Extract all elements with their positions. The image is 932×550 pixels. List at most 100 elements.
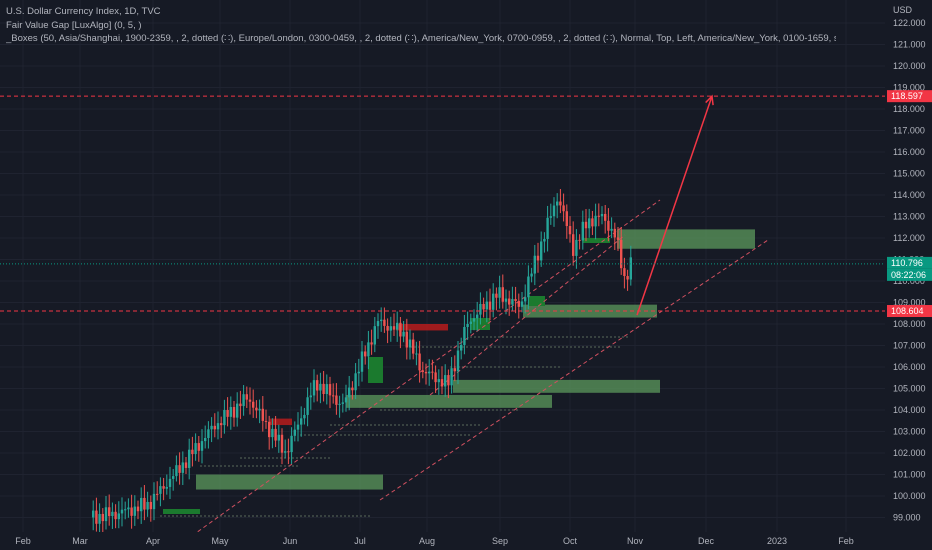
price-tick-label: 101.000 [893, 470, 926, 480]
candle-body [200, 441, 204, 451]
candle-body [623, 268, 626, 277]
price-tick-label: 108.000 [893, 319, 926, 329]
candle-body [261, 408, 264, 421]
candle-body [258, 408, 261, 411]
candle-body [482, 303, 485, 310]
candle-body [530, 273, 533, 277]
candle-body [127, 507, 130, 510]
candle-body [280, 434, 284, 453]
price-tick-label: 115.000 [893, 169, 925, 179]
price-tick-label: 109.000 [893, 298, 926, 308]
time-tick-label: Oct [563, 536, 578, 546]
candle-body [421, 370, 424, 372]
candle-body [136, 506, 140, 512]
time-tick-label: Aug [419, 536, 435, 546]
candle-body [616, 237, 620, 240]
candle-body [476, 314, 479, 319]
candle-body [565, 211, 568, 227]
price-tag-bg [887, 90, 932, 103]
price-tick-label: 116.000 [893, 147, 925, 157]
candle-body [143, 497, 146, 510]
candle-body [172, 476, 175, 479]
candle-body [386, 325, 389, 331]
candle-body [405, 331, 408, 348]
indicator-fvg[interactable]: Fair Value Gap [LuxAlgo] (0, 5, ) [6, 19, 142, 31]
fvg-bullish-zone [453, 379, 660, 393]
candle-body [604, 213, 607, 221]
candle-body [559, 201, 562, 206]
candle-body [594, 215, 597, 227]
candle-body [450, 368, 453, 386]
candle-body [328, 384, 332, 396]
indicator-boxes[interactable]: _Boxes (50, Asia/Shanghai, 1900-2359, , … [6, 33, 836, 44]
candle-body [303, 414, 306, 419]
candle-body [316, 380, 319, 391]
horizontal-levels [0, 95, 885, 312]
candle-body [194, 443, 197, 455]
time-axis[interactable]: Feb Mar Apr May Jun Jul Aug Sep Oct Nov Dec 2023 Feb [15, 536, 854, 546]
candle-body [140, 497, 143, 512]
candle-body [575, 239, 578, 256]
price-tag-label: 110.796 [891, 258, 923, 268]
time-tick-label: Dec [698, 536, 715, 546]
candle-body [408, 339, 412, 348]
candle-body [197, 443, 200, 451]
candle-body [456, 350, 460, 372]
symbol-title[interactable]: U.S. Dollar Currency Index, 1D, TVC [6, 6, 161, 17]
candle-body [341, 402, 344, 404]
candle-body [578, 239, 581, 241]
candle-body [300, 418, 303, 425]
candle-body [588, 218, 591, 229]
candle-body [264, 420, 268, 422]
candle-body [133, 506, 136, 516]
candle-body [485, 301, 488, 310]
candle-body [546, 217, 549, 239]
candle-body [514, 299, 517, 301]
candle-body [322, 383, 325, 395]
price-tag-bg [887, 256, 932, 269]
candle-body [549, 216, 552, 218]
candle-body [252, 401, 255, 408]
candle-body [184, 462, 188, 468]
candles [92, 188, 632, 534]
price-tick-label: 119.000 [893, 83, 925, 93]
candle-body [149, 501, 152, 510]
candle-body [223, 410, 226, 426]
candle-body [495, 293, 498, 298]
price-tick-label: 103.000 [893, 427, 926, 437]
price-tag-bg [887, 305, 932, 318]
candle-body [114, 511, 117, 520]
price-tag-label: 108.604 [891, 306, 924, 316]
projection-arrow [636, 94, 714, 316]
trend-line [429, 234, 626, 396]
candle-body [274, 428, 277, 441]
candle-body [466, 323, 469, 328]
currency-label: USD [893, 5, 913, 15]
time-tick-label: Feb [15, 536, 31, 546]
fvg-bullish-zone [346, 394, 552, 408]
candle-body [165, 486, 168, 489]
fvg-bullish-zone [196, 474, 383, 490]
candle-body [527, 276, 530, 298]
candle-body [232, 407, 236, 418]
candle-body [488, 301, 492, 310]
candle-body [511, 299, 514, 305]
price-tick-label: 112.000 [893, 233, 925, 243]
candle-body [572, 234, 575, 256]
candle-body [245, 394, 248, 400]
candle-body [98, 513, 101, 524]
price-tick-label: 106.000 [893, 362, 926, 372]
candle-body [562, 205, 565, 212]
candle-body [453, 368, 456, 372]
time-tick-label: 2023 [767, 536, 787, 546]
candle-body [108, 507, 111, 517]
projection-arrow-line [636, 95, 713, 316]
candle-body [533, 255, 536, 274]
trend-lines [174, 199, 769, 549]
candle-body [229, 407, 232, 417]
candle-body [610, 228, 613, 231]
candle-body [338, 403, 341, 405]
time-axis-bg [0, 532, 932, 550]
fvg-bullish-zone [617, 229, 755, 249]
